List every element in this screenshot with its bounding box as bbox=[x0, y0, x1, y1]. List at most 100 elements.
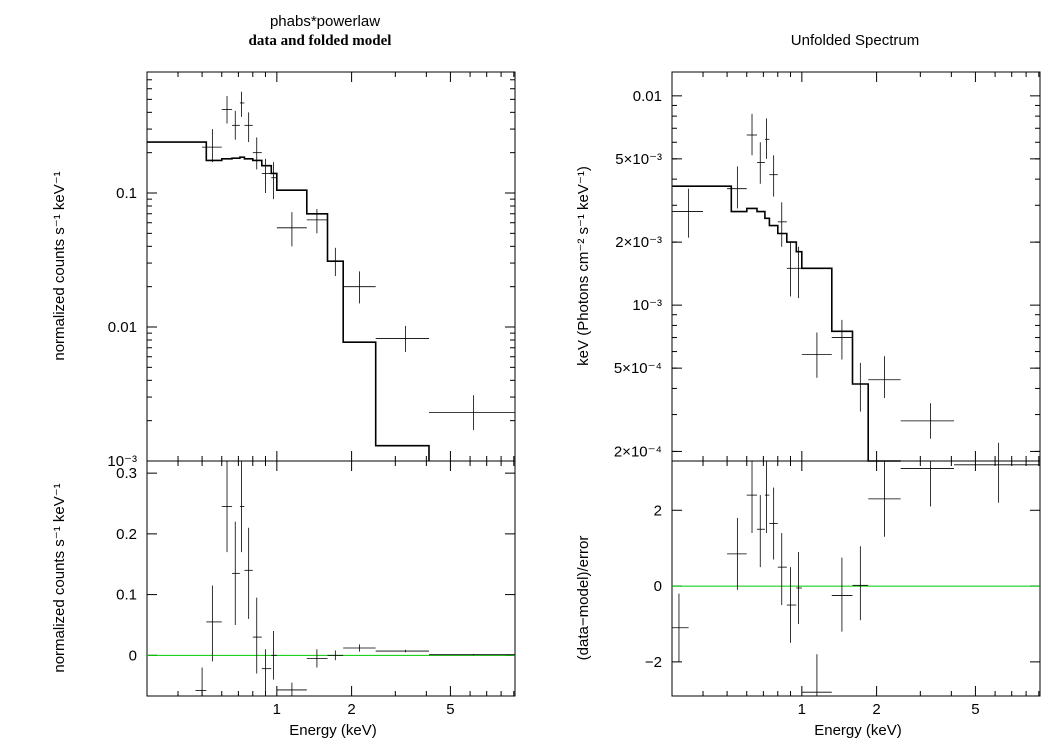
left-bottom-y-tick-label: 0.3 bbox=[116, 465, 137, 482]
left-x-axis-label: Energy (keV) bbox=[289, 722, 377, 739]
left-model-title: phabs*powerlaw bbox=[270, 13, 380, 30]
left-top-data-point bbox=[429, 395, 515, 431]
left-bottom-x-tick-label: 1 bbox=[273, 701, 281, 718]
panels-group: 0.1 0.01 10⁻³ 1 2 5 0 0.1 0.2 0.3 0.01 5×10⁻³ 2×10⁻³… bbox=[107, 71, 1041, 718]
left-bottom-data-point bbox=[271, 631, 277, 680]
right-bottom-y-tick-label: −2 bbox=[645, 654, 662, 671]
right-bottom-y-tick-label: 2 bbox=[654, 502, 662, 519]
left-top-y-tick-label: 0.01 bbox=[108, 319, 137, 336]
right-bottom-frame bbox=[671, 460, 1041, 697]
right-top-frame bbox=[671, 71, 1041, 462]
right-top-y-tick-label: 10⁻³ bbox=[632, 297, 662, 314]
left-bottom-data-point bbox=[206, 585, 222, 662]
left-bottom-data-point bbox=[232, 521, 240, 625]
right-bottom-data-point bbox=[786, 567, 797, 643]
left-top-data-point bbox=[306, 208, 328, 234]
right-bottom-data-point bbox=[801, 654, 832, 696]
right-title: Unfolded Spectrum bbox=[791, 32, 919, 49]
right-bottom-y-tick-label: 0 bbox=[654, 578, 662, 595]
right-top-data-point bbox=[831, 319, 853, 360]
left-bottom-x-tick-label: 2 bbox=[347, 701, 355, 718]
left-bottom-data-point bbox=[195, 667, 207, 696]
right-bottom-x-tick-label: 5 bbox=[971, 701, 979, 718]
right-top-panel: 0.01 5×10⁻³ 2×10⁻³ 10⁻³ 5×10⁻⁴ 2×10⁻⁴ bbox=[614, 71, 1041, 462]
right-top-y-tick-label: 2×10⁻³ bbox=[615, 234, 662, 251]
left-subtitle: data and folded model bbox=[249, 33, 392, 49]
right-bottom-y-axis-label: (data−model)/error bbox=[575, 536, 592, 661]
left-bottom-data-point bbox=[343, 644, 376, 652]
left-top-data-point bbox=[271, 162, 277, 200]
left-bottom-data-point bbox=[244, 527, 253, 619]
right-top-data-point bbox=[786, 242, 797, 297]
left-top-data-point bbox=[202, 129, 222, 163]
right-x-axis-label: Energy (keV) bbox=[814, 722, 902, 739]
right-bottom-data-point bbox=[831, 557, 853, 632]
left-bottom-panel: 1 2 5 0 0.1 0.2 0.3 bbox=[116, 460, 516, 718]
right-bottom-data-point bbox=[852, 546, 869, 621]
right-bottom-data-point bbox=[777, 533, 787, 606]
left-bottom-y-tick-label: 0.2 bbox=[116, 526, 137, 543]
left-bottom-data-point bbox=[327, 650, 344, 661]
left-top-model-step bbox=[147, 141, 430, 461]
left-bottom-y-tick-label: 0 bbox=[129, 647, 137, 664]
right-bottom-data-point bbox=[900, 461, 955, 507]
right-top-y-tick-label: 5×10⁻⁴ bbox=[614, 360, 662, 377]
left-top-data-point bbox=[244, 112, 253, 143]
left-bottom-x-tick-label: 5 bbox=[446, 701, 454, 718]
right-bottom-data-point bbox=[727, 517, 747, 590]
right-bottom-data-point bbox=[769, 487, 778, 560]
left-top-y-tick-label: 10⁻³ bbox=[107, 453, 137, 470]
right-top-data-point bbox=[801, 332, 832, 378]
right-top-data-point bbox=[746, 113, 758, 156]
right-bottom-data-point bbox=[672, 593, 689, 662]
right-top-data-point bbox=[868, 356, 901, 398]
left-top-data-point bbox=[276, 212, 307, 247]
right-top-data-point bbox=[764, 118, 770, 159]
right-bottom-x-tick-label: 2 bbox=[872, 701, 880, 718]
right-top-data-point bbox=[900, 403, 955, 439]
left-bottom-frame bbox=[146, 460, 516, 697]
right-top-y-tick-label: 5×10⁻³ bbox=[615, 151, 662, 168]
right-top-data-point bbox=[672, 188, 704, 238]
right-bottom-data-point bbox=[868, 461, 901, 537]
right-bottom-data-point bbox=[954, 461, 1040, 503]
right-bottom-data-point bbox=[764, 461, 770, 534]
right-top-data-point bbox=[727, 166, 747, 209]
right-top-data-point bbox=[769, 155, 778, 197]
left-bottom-data-point bbox=[306, 649, 328, 668]
left-top-frame bbox=[146, 71, 516, 462]
right-bottom-data-point bbox=[796, 551, 802, 624]
right-top-model-step bbox=[672, 185, 901, 462]
left-top-data-point bbox=[375, 325, 430, 353]
right-top-data-point bbox=[757, 142, 765, 184]
right-bottom-data-point bbox=[757, 495, 765, 568]
left-bottom-data-point bbox=[252, 597, 262, 674]
left-bottom-data-point bbox=[276, 682, 307, 696]
right-top-data-point bbox=[777, 202, 787, 247]
left-top-data-point bbox=[261, 158, 272, 194]
right-top-y-tick-label: 0.01 bbox=[633, 88, 662, 105]
left-top-y-axis-label: normalized counts s⁻¹ keV⁻¹ bbox=[51, 171, 68, 360]
right-bottom-data-point bbox=[746, 461, 758, 534]
left-top-data-point bbox=[343, 271, 376, 304]
left-top-data-point bbox=[221, 95, 233, 124]
left-top-y-tick-label: 0.1 bbox=[116, 185, 137, 202]
left-bottom-data-point bbox=[375, 649, 430, 653]
left-bottom-data-point bbox=[221, 461, 233, 553]
left-top-data-point bbox=[252, 137, 262, 170]
left-bottom-data-point bbox=[429, 654, 515, 656]
left-bottom-y-tick-label: 0.1 bbox=[116, 587, 137, 604]
left-top-panel: 0.1 0.01 10⁻³ bbox=[107, 71, 516, 470]
right-top-y-tick-label: 2×10⁻⁴ bbox=[614, 443, 662, 460]
left-top-data-point bbox=[327, 247, 344, 277]
left-bottom-y-axis-label: normalized counts s⁻¹ keV⁻¹ bbox=[51, 483, 68, 672]
left-bottom-data-point bbox=[239, 461, 245, 553]
left-bottom-data-point bbox=[261, 649, 272, 695]
right-top-data-point bbox=[852, 362, 869, 412]
left-top-data-point bbox=[239, 91, 245, 117]
left-top-data-point bbox=[232, 110, 240, 140]
right-top-y-axis-label: keV (Photons cm⁻² s⁻¹ keV⁻¹) bbox=[575, 166, 592, 366]
right-bottom-panel: 1 2 5 −2 0 2 bbox=[645, 460, 1041, 718]
right-bottom-x-tick-label: 1 bbox=[798, 701, 806, 718]
